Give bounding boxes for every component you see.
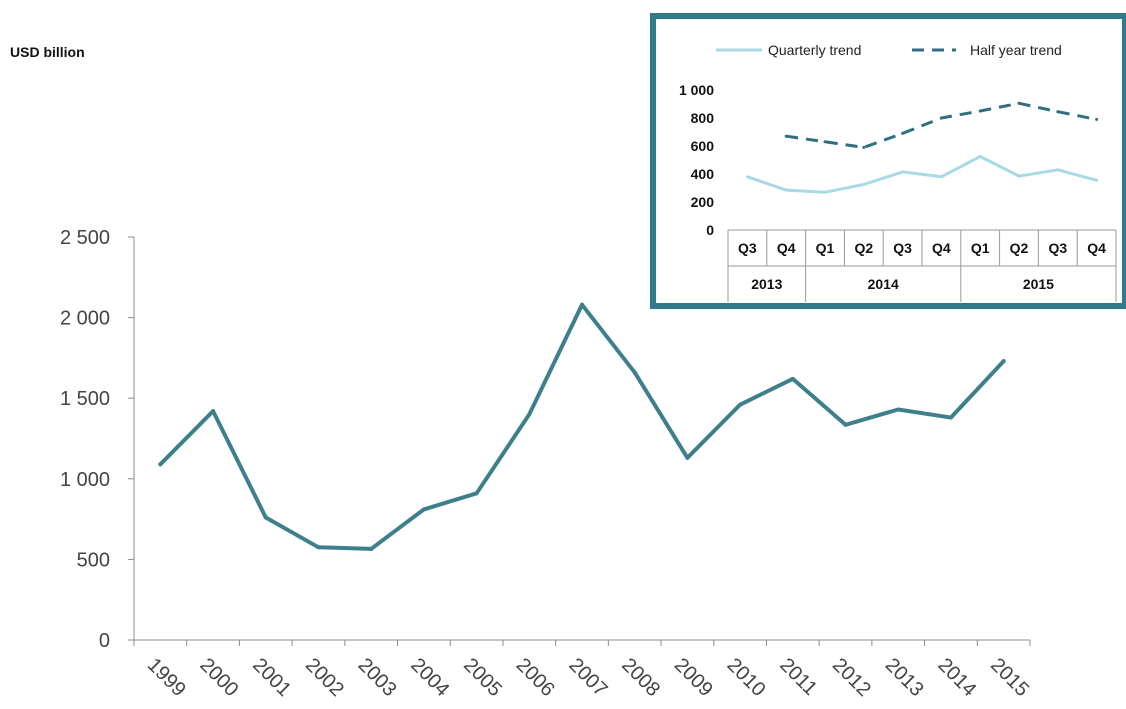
main-data-point [790, 376, 795, 381]
main-data-point [632, 370, 637, 375]
inset-quarter-label: Q4 [1087, 240, 1106, 256]
inset-series [745, 101, 1099, 194]
inset-y-tick-label: 200 [691, 194, 715, 210]
main-y-tick-label: 2 500 [60, 227, 110, 249]
main-x-tick-label: 2001 [248, 654, 295, 701]
main-data-point [474, 491, 479, 496]
main-data-point [263, 515, 268, 520]
inset-quarterly-point [939, 175, 943, 179]
inset-quarter-label: Q3 [738, 240, 757, 256]
main-data-point [1001, 359, 1006, 364]
inset-year-label: 2015 [1023, 276, 1054, 292]
inset-quarterly-point [1095, 178, 1099, 182]
main-x-tick-label: 2007 [564, 654, 611, 701]
inset-y-tick-label: 0 [706, 222, 714, 238]
inset-quarterly-point [862, 183, 866, 186]
inset-quarter-label: Q1 [816, 240, 835, 256]
inset-quarterly-line [746, 155, 1097, 194]
main-data-point [158, 462, 163, 467]
inset-quarterly-point [1056, 168, 1060, 172]
main-x-tick-labels: 1999 2000 2001 2002 2003 2004 2005 2006 2007 2008… [143, 654, 1033, 701]
main-x-tick-label: 2014 [933, 654, 980, 701]
inset-quarterly-point [745, 175, 749, 179]
inset-half-year-point [978, 109, 982, 113]
main-x-tick-label: 2013 [881, 654, 928, 701]
inset-year-label: 2014 [868, 276, 899, 292]
inset-quarter-label: Q1 [971, 240, 990, 256]
main-x-tick-label: 2005 [459, 654, 506, 701]
main-data-point [843, 422, 848, 427]
main-data-point [580, 302, 584, 307]
inset-y-tick-labels: 0 200 400 600 800 1 000 [679, 82, 714, 238]
main-x-tick-label: 2004 [406, 654, 453, 701]
inset-quarter-label: Q4 [932, 240, 951, 256]
inset-quarter-label: Q3 [1048, 240, 1067, 256]
main-data-point [896, 407, 901, 412]
inset-y-tick-label: 1 000 [679, 82, 714, 98]
main-x-tick-label: 2006 [512, 654, 559, 701]
inset-quarter-label: Q4 [777, 240, 796, 256]
inset-half-year-point [862, 145, 866, 149]
main-x-tick-label: 2015 [986, 654, 1033, 701]
main-x-tick-label: 2008 [617, 654, 664, 701]
main-x-tick-label: 2009 [670, 654, 717, 701]
main-data-point [369, 546, 374, 551]
inset-half-year-point [1095, 117, 1099, 121]
inset-legend: Quarterly trend Half year trend [716, 42, 1062, 58]
inset-half-year-line [785, 101, 1097, 149]
main-x-tick-label: 2000 [196, 654, 243, 701]
main-data-point [685, 455, 690, 460]
main-x-tick-label: 2012 [828, 654, 875, 701]
main-y-tick-label: 1 000 [60, 469, 110, 491]
inset-half-year-point [823, 140, 827, 144]
inset-chart-axes [727, 229, 1117, 302]
main-x-tick-label: 2010 [723, 654, 770, 701]
inset-year-label: 2013 [751, 276, 782, 292]
inset-half-year-point [1017, 101, 1021, 105]
y-axis-unit-label: USD billion [10, 44, 85, 60]
inset-half-year-point [939, 116, 943, 120]
main-x-tick-label: 2003 [354, 654, 401, 701]
main-y-tick-label: 500 [77, 549, 110, 571]
main-data-point [948, 415, 953, 420]
main-y-tick-label: 0 [99, 630, 110, 652]
main-y-tick-label: 2 000 [60, 308, 110, 330]
inset-quarterly-point [823, 190, 827, 194]
inset-chart-panel: Quarterly trend Half year trend 0 200 400 60… [650, 13, 1126, 309]
main-x-tick-label: 2002 [301, 654, 348, 701]
inset-half-year-point [784, 134, 788, 138]
main-data-point [316, 545, 321, 550]
inset-y-tick-label: 400 [691, 166, 715, 182]
main-x-tick-label: 2011 [775, 654, 821, 700]
inset-y-tick-label: 600 [691, 138, 715, 154]
inset-quarterly-point [1017, 174, 1021, 178]
main-y-tick-labels: 0 500 1 000 1 500 2 000 2 500 [60, 227, 110, 652]
inset-quarterly-point [901, 170, 905, 174]
main-data-point [211, 409, 216, 414]
main-data-point [738, 402, 743, 407]
main-x-tick-label: 1999 [143, 654, 190, 701]
legend-half-year-label: Half year trend [970, 42, 1062, 58]
inset-half-year-point [1056, 110, 1060, 114]
main-chart-axes [128, 236, 1031, 646]
inset-x-tick-labels: Q3 Q4 Q1 Q2 Q3 Q4 Q1 Q2 Q3 Q4 2013 2014 2015 [738, 240, 1106, 292]
inset-line-chart: Quarterly trend Half year trend 0 200 400 60… [679, 42, 1117, 302]
inset-quarterly-point [978, 155, 982, 158]
main-data-point [421, 507, 426, 512]
inset-quarterly-point [784, 188, 788, 192]
inset-quarter-label: Q2 [854, 240, 873, 256]
inset-quarter-label: Q3 [893, 240, 912, 256]
main-data-point [527, 412, 532, 417]
main-series-line [158, 302, 1006, 551]
legend-quarterly-label: Quarterly trend [768, 42, 861, 58]
main-series [158, 302, 1006, 551]
inset-half-year-point [901, 131, 905, 135]
inset-quarter-label: Q2 [1010, 240, 1029, 256]
inset-y-tick-label: 800 [691, 110, 715, 126]
main-y-tick-label: 1 500 [60, 388, 110, 410]
